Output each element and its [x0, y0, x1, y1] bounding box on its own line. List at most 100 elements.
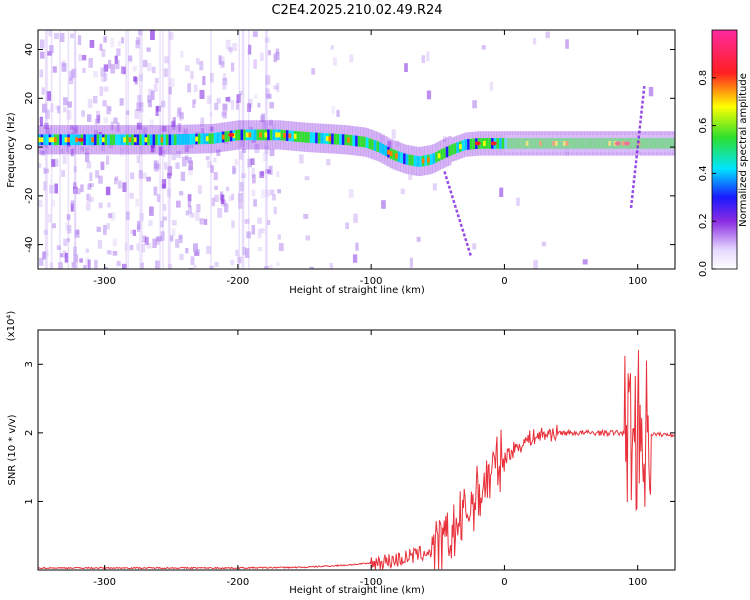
snr-line: [38, 350, 675, 570]
ridge-cell: [405, 154, 409, 165]
ridge-cell: [312, 132, 316, 144]
ridge-cell: [368, 138, 371, 150]
noise-speck: [59, 149, 64, 154]
noise-speck: [219, 56, 225, 65]
ridge-cell: [56, 134, 60, 146]
noise-speck: [231, 99, 235, 110]
noise-speck: [135, 198, 139, 207]
ridge-cell: [107, 134, 110, 146]
ridge-cell: [440, 149, 443, 160]
noise-speck: [86, 161, 92, 169]
ridge-cell: [464, 139, 467, 150]
noise-speck: [74, 230, 80, 238]
snr-y-tick-label: 3: [24, 361, 35, 367]
noise-speck: [206, 245, 212, 254]
ridge-cell: [139, 134, 142, 146]
noise-speck: [167, 166, 173, 176]
noise-speck: [70, 148, 74, 157]
noise-speck: [117, 40, 121, 47]
noise-speck: [207, 161, 212, 168]
noise-speck: [69, 71, 73, 81]
noise-speck: [148, 220, 153, 227]
noise-speck: [146, 47, 151, 52]
noise-speck: [221, 111, 227, 117]
noise-speck: [100, 67, 106, 77]
noise-speck: [66, 238, 71, 243]
ridge-peak: [421, 158, 425, 164]
noise-speck: [179, 112, 185, 120]
ridge-cell: [349, 135, 353, 146]
ridge-cell: [360, 136, 363, 148]
ridge-peak: [387, 149, 391, 155]
ridge-cell: [480, 138, 483, 149]
noise-speck: [89, 196, 94, 203]
noise-speck: [161, 179, 167, 189]
noise-speck: [264, 169, 269, 174]
noise-speck: [65, 222, 70, 232]
noise-speck: [154, 163, 159, 172]
noise-speck: [158, 146, 163, 156]
noise-speck: [241, 148, 246, 153]
noise-speck: [156, 194, 161, 202]
noise-speck: [409, 257, 414, 268]
noise-speck: [121, 263, 127, 269]
noise-speck: [88, 58, 93, 68]
ridge-cell: [317, 132, 321, 144]
noise-speck: [146, 176, 151, 182]
noise-speck: [175, 162, 180, 169]
ridge-cell: [203, 133, 206, 145]
ridge-peak: [395, 153, 399, 159]
noise-speck: [71, 69, 75, 78]
noise-speck: [268, 165, 273, 175]
noise-speck: [426, 51, 430, 62]
ridge-cell: [219, 132, 222, 143]
noise-streak: [241, 30, 244, 269]
noise-speck: [61, 63, 67, 72]
noise-speck: [150, 90, 155, 101]
noise-speck: [222, 83, 227, 90]
noise-speck: [168, 86, 172, 95]
ridge-cell: [216, 132, 220, 144]
noise-speck: [277, 234, 281, 240]
noise-speck: [47, 51, 53, 56]
noise-streak: [247, 30, 250, 269]
ridge-cell: [357, 136, 361, 147]
noise-streak: [159, 30, 161, 269]
noise-speck: [38, 199, 43, 208]
noise-speck: [142, 59, 148, 68]
noise-speck: [153, 160, 157, 170]
noise-speck: [141, 244, 146, 253]
noise-speck: [62, 155, 67, 165]
noise-speck: [93, 70, 98, 78]
noise-speck: [533, 259, 538, 269]
noise-speck: [196, 204, 201, 212]
snr-frame: [37, 329, 676, 571]
noise-speck: [196, 58, 200, 65]
noise-speck: [62, 250, 66, 258]
noise-speck: [44, 250, 49, 257]
noise-speck: [304, 176, 310, 181]
noise-speck: [85, 248, 89, 253]
noise-speck: [142, 172, 147, 180]
noise-speck: [155, 106, 159, 117]
noise-speck: [96, 114, 101, 124]
noise-speck: [46, 91, 51, 101]
noise-speck: [257, 217, 262, 224]
ridge-cell: [461, 140, 465, 151]
noise-speck: [262, 122, 267, 131]
ridge-cell: [83, 134, 86, 146]
noise-speck: [171, 220, 177, 226]
noise-speck: [264, 37, 270, 43]
ridge-cell: [211, 133, 214, 144]
noise-speck: [195, 249, 200, 256]
noise-speck: [400, 188, 406, 195]
noise-speck: [132, 229, 136, 236]
noise-speck: [179, 253, 184, 260]
noise-speck: [259, 52, 264, 61]
ridge-peak: [144, 137, 148, 143]
noise-speck: [179, 191, 184, 196]
noise-speck: [72, 68, 77, 78]
ridge-cell: [256, 129, 260, 141]
noise-speck: [54, 158, 59, 167]
